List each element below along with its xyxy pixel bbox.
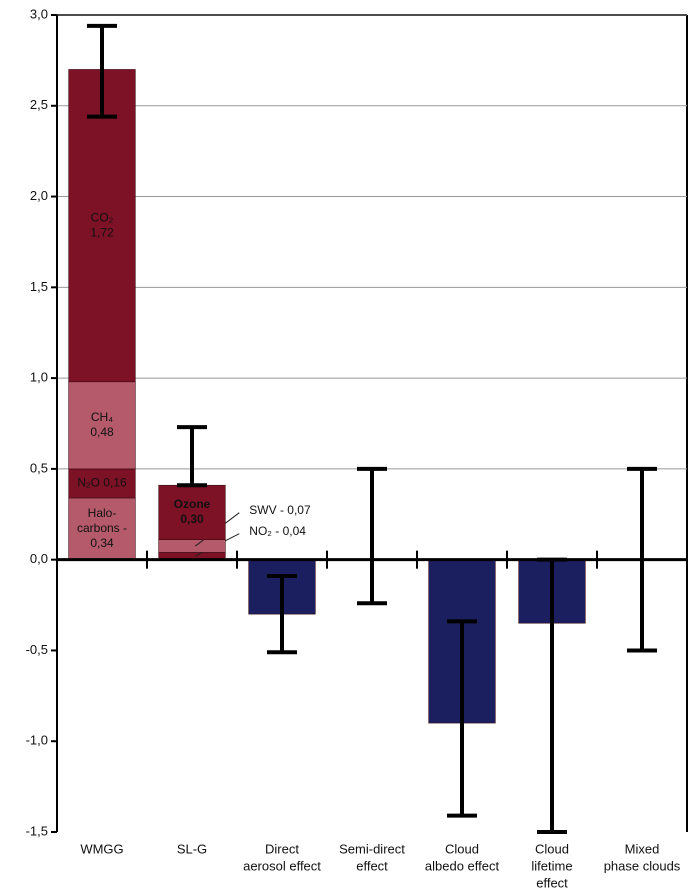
segment-label: 0,30	[180, 512, 204, 526]
bar-segment	[158, 484, 226, 540]
segment-label: 0,34	[90, 536, 114, 550]
x-tick-label: phase clouds	[604, 858, 681, 873]
segment-label: CH₄	[91, 410, 113, 424]
y-tick-label: -1,0	[26, 733, 48, 748]
bar-segment	[68, 69, 136, 383]
segment-label: 1,72	[90, 225, 114, 239]
segment-label: N₂O 0,16	[77, 476, 127, 490]
segment-label: 0,48	[90, 425, 114, 439]
x-tick-label: Semi-direct	[339, 841, 405, 856]
x-tick-label: effect	[536, 875, 568, 890]
x-tick-label: albedo effect	[425, 858, 500, 873]
segment-label: Ozone	[174, 497, 211, 511]
y-tick-label: -1,5	[26, 823, 48, 838]
y-tick-label: -0,5	[26, 642, 48, 657]
y-tick-label: 1,5	[30, 279, 48, 294]
y-tick-label: 0,0	[30, 551, 48, 566]
segment-label: NO₂ - 0,04	[249, 524, 306, 538]
x-tick-label: aerosol effect	[243, 858, 321, 873]
segment-label: SWV - 0,07	[249, 503, 311, 517]
x-tick-label: Mixed	[625, 841, 660, 856]
x-tick-label: SL-G	[177, 841, 207, 856]
x-tick-label: Direct	[265, 841, 299, 856]
y-tick-label: 3,0	[30, 6, 48, 21]
y-tick-label: 2,0	[30, 188, 48, 203]
bar-segment	[158, 539, 226, 553]
x-tick-label: effect	[356, 858, 388, 873]
x-tick-label: WMGG	[80, 841, 123, 856]
segment-label: Halo-	[88, 506, 117, 520]
x-tick-label: Cloud	[535, 841, 569, 856]
y-tick-label: 0,5	[30, 460, 48, 475]
x-tick-label: lifetime	[531, 858, 572, 873]
x-tick-label: Cloud	[445, 841, 479, 856]
segment-label: CO₂	[91, 210, 114, 224]
segment-label: carbons -	[77, 521, 127, 535]
y-tick-label: 2,5	[30, 97, 48, 112]
y-tick-label: 1,0	[30, 370, 48, 385]
